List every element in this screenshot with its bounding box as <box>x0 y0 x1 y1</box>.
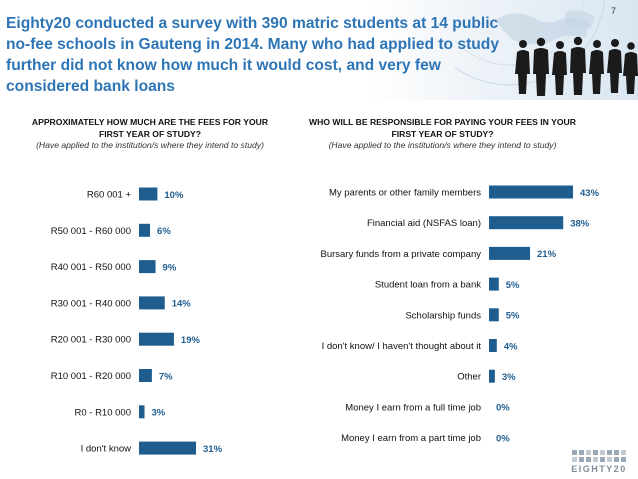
header-banner <box>0 0 638 100</box>
category-label: My parents or other family members <box>329 188 481 199</box>
bar <box>139 187 158 201</box>
value-label: 38% <box>570 219 590 230</box>
value-label: 21% <box>537 249 557 260</box>
slide-title: Eighty20 conducted a survey with 390 mat… <box>6 15 500 95</box>
category-label: R50 001 - R60 000 <box>51 226 131 237</box>
page-number: 7 <box>610 6 616 16</box>
bar <box>489 308 499 322</box>
bar <box>489 339 497 352</box>
value-label: 5% <box>506 280 520 291</box>
category-label: R40 001 - R50 000 <box>51 262 131 273</box>
bar <box>489 246 531 260</box>
left-chart-subtitle: (Have applied to the institution/s where… <box>36 140 264 150</box>
category-label: R10 001 - R20 000 <box>51 371 131 382</box>
value-label: 10% <box>164 190 184 201</box>
left-chart-title: APPROXIMATELY HOW MUCH ARE THE FEES FOR … <box>31 117 269 139</box>
value-label: 4% <box>504 341 518 352</box>
bar <box>139 332 174 346</box>
value-label: 3% <box>152 408 166 419</box>
value-label: 3% <box>502 372 516 383</box>
category-label: Bursary funds from a private company <box>320 249 481 260</box>
bar <box>139 223 151 237</box>
bar <box>139 405 145 419</box>
category-label: Financial aid (NSFAS loan) <box>367 218 481 229</box>
category-label: R20 001 - R30 000 <box>51 335 131 346</box>
business-people-silhouette-icon <box>455 0 638 96</box>
value-label: 7% <box>159 371 173 382</box>
bar <box>489 216 564 230</box>
category-label: Money I earn from a full time job <box>345 402 481 413</box>
category-label: I don't know <box>81 444 132 455</box>
value-label: 0% <box>496 433 510 444</box>
category-label: R0 - R10 000 <box>74 407 131 418</box>
category-label: Money I earn from a part time job <box>341 433 481 444</box>
logo-text: EIGHTY20 <box>571 464 627 474</box>
category-label: I don't know/ I haven't thought about it <box>322 341 482 352</box>
right-chart-heading: WHO WILL BE RESPONSIBLE FOR PAYING YOUR … <box>300 117 585 152</box>
value-label: 19% <box>181 335 201 346</box>
value-label: 9% <box>163 262 177 273</box>
category-label: Scholarship funds <box>405 310 481 321</box>
category-label: R60 001 + <box>87 190 132 201</box>
value-label: 14% <box>172 299 192 310</box>
value-label: 43% <box>580 188 600 199</box>
value-label: 5% <box>506 311 520 322</box>
bar <box>139 369 152 382</box>
bar <box>139 441 196 455</box>
category-label: R30 001 - R40 000 <box>51 298 131 309</box>
eighty20-logo-icon <box>572 450 626 462</box>
bar <box>489 369 495 383</box>
bar <box>139 260 156 274</box>
bar <box>139 296 165 310</box>
value-label: 6% <box>157 226 171 237</box>
category-label: Other <box>457 372 481 383</box>
bar <box>489 277 499 291</box>
left-chart-heading: APPROXIMATELY HOW MUCH ARE THE FEES FOR … <box>30 117 270 152</box>
value-label: 31% <box>203 444 223 455</box>
right-chart-title: WHO WILL BE RESPONSIBLE FOR PAYING YOUR … <box>309 117 576 139</box>
right-chart-subtitle: (Have applied to the institution/s where… <box>328 140 557 150</box>
value-label: 0% <box>496 403 510 414</box>
bar <box>489 185 573 199</box>
category-label: Student loan from a bank <box>375 280 481 291</box>
